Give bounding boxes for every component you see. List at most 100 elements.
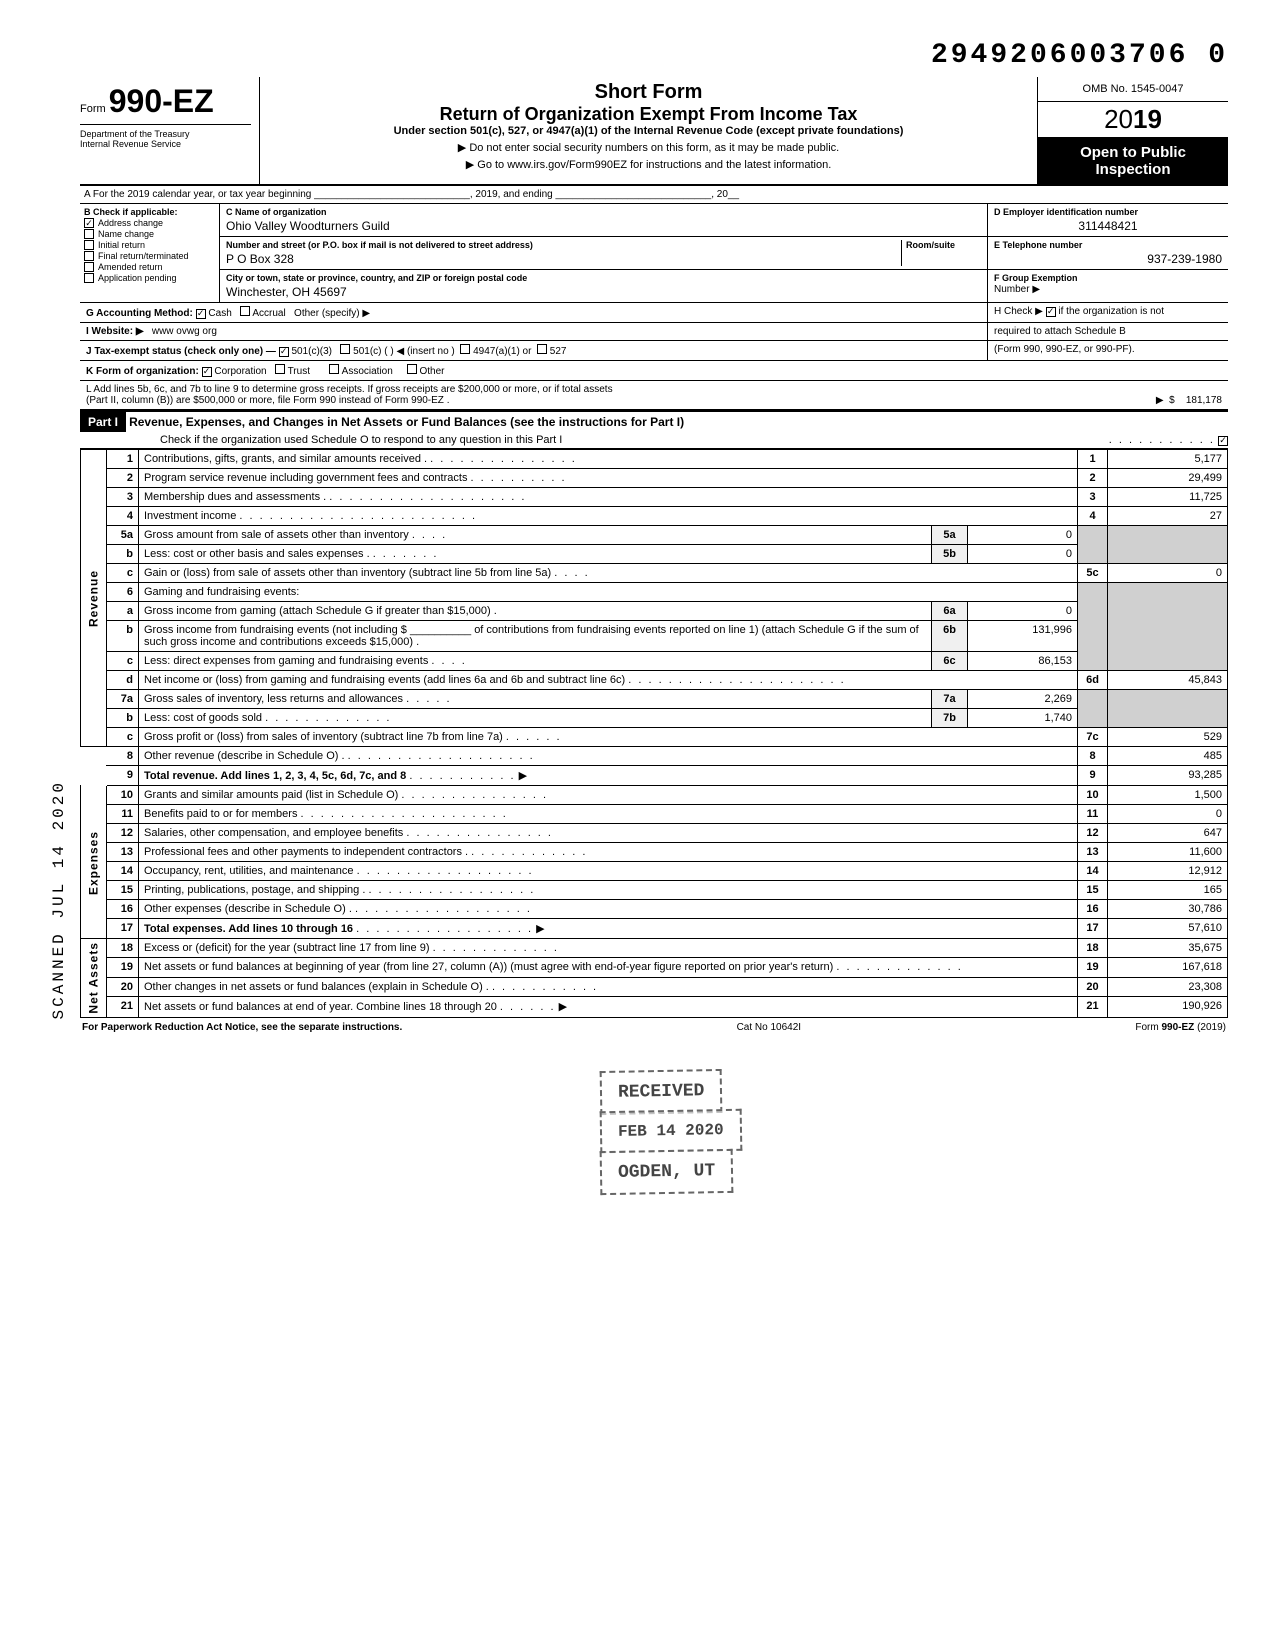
street-label: Number and street (or P.O. box if mail i… bbox=[226, 240, 901, 250]
other-org-checkbox[interactable] bbox=[407, 364, 417, 374]
line-21-no: 21 bbox=[107, 997, 139, 1017]
line-7a-no: 7a bbox=[107, 690, 139, 709]
open-line2: Inspection bbox=[1042, 161, 1224, 178]
line-12-amt: 647 bbox=[1108, 824, 1228, 843]
line-11-amt: 0 bbox=[1108, 805, 1228, 824]
city-value: Winchester, OH 45697 bbox=[226, 283, 981, 299]
initial-return-checkbox[interactable] bbox=[84, 240, 94, 250]
line-5a-desc: Gross amount from sale of assets other t… bbox=[144, 529, 409, 541]
line-17-amt: 57,610 bbox=[1108, 919, 1228, 939]
other-org-label: Other bbox=[420, 366, 445, 377]
line-19-no: 19 bbox=[107, 958, 139, 977]
line-6c-inner-no: 6c bbox=[932, 652, 968, 671]
received-stamp: RECEIVED bbox=[600, 1069, 723, 1115]
dln-row: 2949206003706 0 bbox=[80, 40, 1228, 71]
501c3-checkbox[interactable]: ✓ bbox=[279, 347, 289, 357]
line-9-amt: 93,285 bbox=[1108, 766, 1228, 786]
row-g-h: G Accounting Method: ✓ Cash Accrual Othe… bbox=[80, 303, 1228, 323]
line-9-no: 9 bbox=[107, 766, 139, 786]
line-21-amt: 190,926 bbox=[1108, 997, 1228, 1017]
line-3-desc: Membership dues and assessments . bbox=[144, 491, 326, 503]
footer-row: For Paperwork Reduction Act Notice, see … bbox=[80, 1018, 1228, 1037]
expenses-side-label: Expenses bbox=[81, 786, 107, 939]
line-18-desc: Excess or (deficit) for the year (subtra… bbox=[144, 942, 430, 954]
form-990ez-page: 2949206003706 0 Form 990-EZ Department o… bbox=[80, 40, 1228, 1037]
cash-checkbox[interactable]: ✓ bbox=[196, 309, 206, 319]
website-label: I Website: ▶ bbox=[86, 326, 144, 337]
line-6c-desc: Less: direct expenses from gaming and fu… bbox=[144, 655, 428, 667]
h-checkbox[interactable]: ✓ bbox=[1046, 307, 1056, 317]
line-4-no: 4 bbox=[107, 507, 139, 526]
line-6d-col-no: 6d bbox=[1078, 671, 1108, 690]
line-5b-no: b bbox=[107, 545, 139, 564]
footer-mid: Cat No 10642I bbox=[737, 1022, 802, 1033]
line-7a-inner-amt: 2,269 bbox=[968, 690, 1078, 709]
line-5b-inner-no: 5b bbox=[932, 545, 968, 564]
street-value: P O Box 328 bbox=[226, 250, 901, 266]
line-12-no: 12 bbox=[107, 824, 139, 843]
part1-title: Revenue, Expenses, and Changes in Net As… bbox=[129, 412, 684, 432]
line-2-desc: Program service revenue including govern… bbox=[144, 472, 467, 484]
h-text-3: (Form 990, 990-EZ, or 990-PF). bbox=[988, 341, 1228, 360]
line-12-desc: Salaries, other compensation, and employ… bbox=[144, 827, 403, 839]
name-change-checkbox[interactable] bbox=[84, 229, 94, 239]
org-name-label: C Name of organization bbox=[226, 207, 981, 217]
address-change-checkbox[interactable]: ✓ bbox=[84, 218, 94, 228]
tax-exempt-label: J Tax-exempt status (check only one) — bbox=[86, 346, 276, 357]
line-5c-amt: 0 bbox=[1108, 564, 1228, 583]
line-5a-inner-no: 5a bbox=[932, 526, 968, 545]
gross-receipts-amount: 181,178 bbox=[1186, 395, 1222, 406]
form-title: Return of Organization Exempt From Incom… bbox=[270, 104, 1027, 125]
corporation-checkbox[interactable]: ✓ bbox=[202, 367, 212, 377]
city-label: City or town, state or province, country… bbox=[226, 273, 981, 283]
line-6b-no: b bbox=[107, 621, 139, 652]
line-9-col-no: 9 bbox=[1078, 766, 1108, 786]
line-5c-col-no: 5c bbox=[1078, 564, 1108, 583]
line-20-amt: 23,308 bbox=[1108, 977, 1228, 996]
part1-schedule-o-checkbox[interactable]: ✓ bbox=[1218, 436, 1228, 446]
527-checkbox[interactable] bbox=[537, 344, 547, 354]
line-1-col-no: 1 bbox=[1078, 450, 1108, 469]
footer-right: Form 990-EZ (2019) bbox=[1135, 1022, 1226, 1033]
initial-return-label: Initial return bbox=[98, 240, 145, 250]
line-6d-amt: 45,843 bbox=[1108, 671, 1228, 690]
accrual-checkbox[interactable] bbox=[240, 306, 250, 316]
501c-checkbox[interactable] bbox=[340, 344, 350, 354]
line-6b-desc: Gross income from fundraising events (no… bbox=[144, 624, 919, 648]
line-10-amt: 1,500 bbox=[1108, 786, 1228, 805]
line-6d-desc: Net income or (loss) from gaming and fun… bbox=[144, 674, 625, 686]
association-checkbox[interactable] bbox=[329, 364, 339, 374]
line-7a-inner-no: 7a bbox=[932, 690, 968, 709]
line-8-no: 8 bbox=[107, 747, 139, 766]
tel-label: E Telephone number bbox=[994, 240, 1222, 250]
amended-return-label: Amended return bbox=[98, 262, 163, 272]
4947-checkbox[interactable] bbox=[460, 344, 470, 354]
amended-return-checkbox[interactable] bbox=[84, 262, 94, 272]
footer-left: For Paperwork Reduction Act Notice, see … bbox=[82, 1022, 402, 1033]
line-16-desc: Other expenses (describe in Schedule O) … bbox=[144, 903, 352, 915]
line-20-desc: Other changes in net assets or fund bala… bbox=[144, 981, 489, 993]
line-17-desc: Total expenses. Add lines 10 through 16 bbox=[144, 923, 353, 935]
trust-checkbox[interactable] bbox=[275, 364, 285, 374]
line-7c-col-no: 7c bbox=[1078, 728, 1108, 747]
tax-year: 2019 bbox=[1038, 102, 1228, 138]
line-16-no: 16 bbox=[107, 900, 139, 919]
line-3-col-no: 3 bbox=[1078, 488, 1108, 507]
line-16-col-no: 16 bbox=[1078, 900, 1108, 919]
part1-label: Part I bbox=[80, 412, 126, 432]
line-19-col-no: 19 bbox=[1078, 958, 1108, 977]
501c-label: 501(c) ( ) ◀ (insert no ) bbox=[353, 346, 455, 357]
line-1-amt: 5,177 bbox=[1108, 450, 1228, 469]
line-13-no: 13 bbox=[107, 843, 139, 862]
accounting-method-label: G Accounting Method: bbox=[86, 308, 193, 319]
line-11-no: 11 bbox=[107, 805, 139, 824]
trust-label: Trust bbox=[288, 366, 310, 377]
line-5b-desc: Less: cost or other basis and sales expe… bbox=[144, 548, 370, 560]
application-pending-checkbox[interactable] bbox=[84, 273, 94, 283]
line-5a-no: 5a bbox=[107, 526, 139, 545]
cash-label: Cash bbox=[208, 308, 231, 319]
line-1-no: 1 bbox=[107, 450, 139, 469]
line-16-amt: 30,786 bbox=[1108, 900, 1228, 919]
row-l: L Add lines 5b, 6c, and 7b to line 9 to … bbox=[80, 381, 1228, 411]
final-return-checkbox[interactable] bbox=[84, 251, 94, 261]
